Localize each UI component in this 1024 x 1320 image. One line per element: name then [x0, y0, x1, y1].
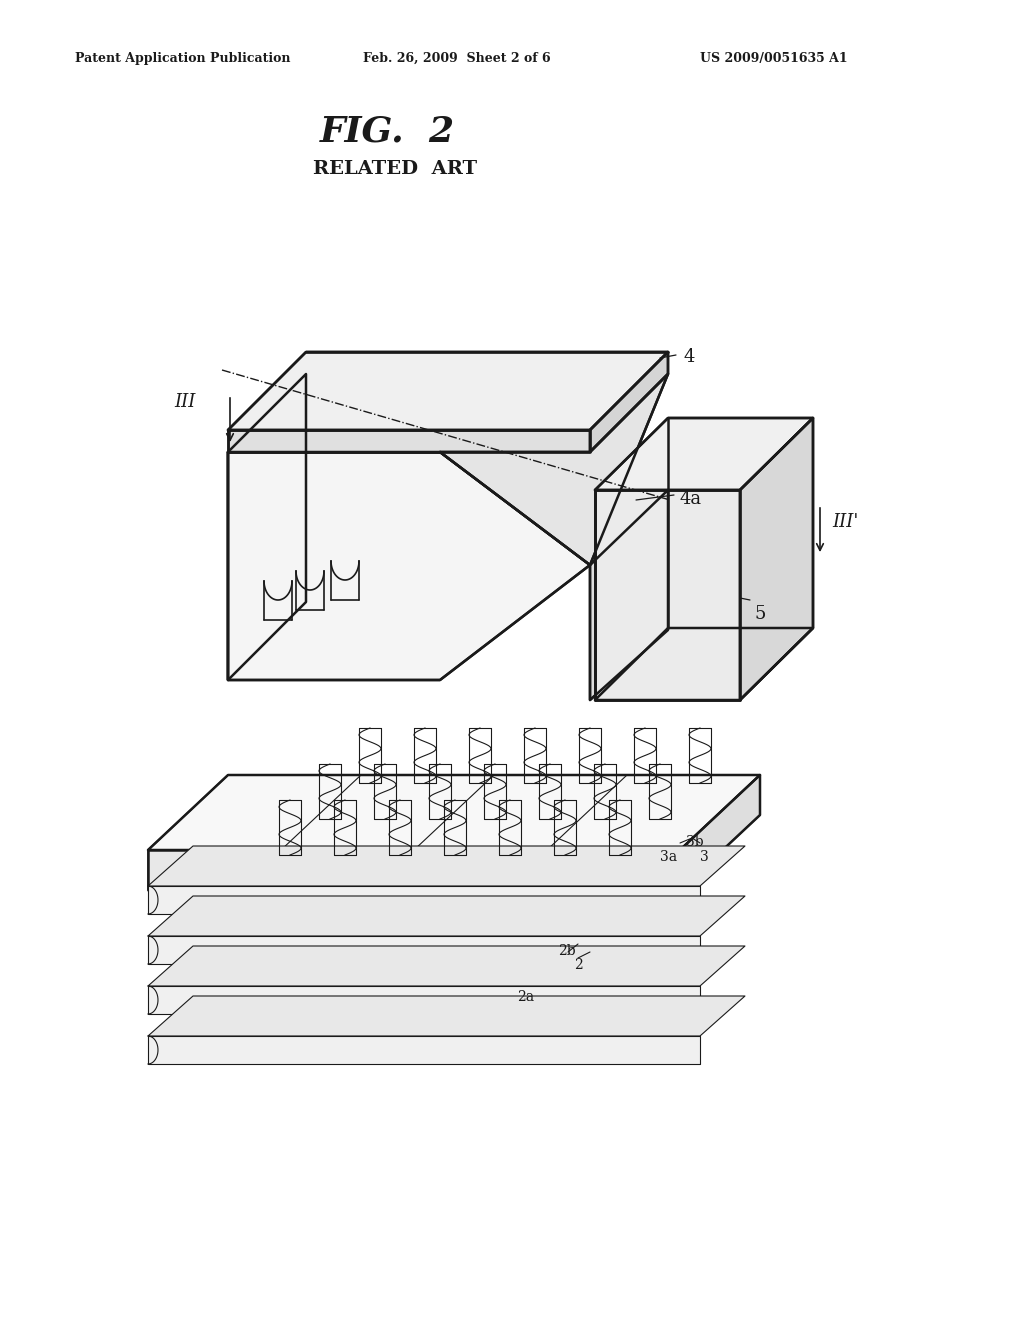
- Text: 2: 2: [574, 958, 583, 972]
- Text: 2a: 2a: [517, 990, 535, 1005]
- Text: FIG.  2: FIG. 2: [319, 115, 455, 149]
- Text: Feb. 26, 2009  Sheet 2 of 6: Feb. 26, 2009 Sheet 2 of 6: [362, 51, 551, 65]
- Polygon shape: [148, 936, 700, 964]
- Polygon shape: [148, 997, 745, 1036]
- Polygon shape: [680, 775, 760, 890]
- Polygon shape: [228, 430, 590, 451]
- Polygon shape: [148, 886, 700, 913]
- Polygon shape: [740, 418, 813, 700]
- Text: 4: 4: [683, 348, 694, 366]
- Polygon shape: [595, 490, 740, 700]
- Text: RELATED  ART: RELATED ART: [313, 160, 477, 178]
- Text: III': III': [831, 513, 858, 531]
- Polygon shape: [148, 775, 760, 850]
- Text: 3: 3: [700, 850, 709, 865]
- Text: III: III: [175, 393, 196, 411]
- Polygon shape: [148, 850, 680, 890]
- Polygon shape: [148, 986, 700, 1014]
- Polygon shape: [228, 374, 306, 680]
- Text: 4a: 4a: [680, 490, 702, 508]
- Polygon shape: [148, 896, 745, 936]
- Text: 5: 5: [755, 605, 766, 623]
- Polygon shape: [440, 374, 668, 565]
- Text: 2b: 2b: [558, 944, 575, 958]
- Polygon shape: [148, 846, 745, 886]
- Polygon shape: [595, 418, 813, 490]
- Polygon shape: [148, 1036, 700, 1064]
- Polygon shape: [148, 946, 745, 986]
- Text: 3b: 3b: [686, 836, 703, 849]
- Polygon shape: [228, 352, 668, 430]
- Polygon shape: [590, 490, 668, 700]
- Text: Patent Application Publication: Patent Application Publication: [75, 51, 291, 65]
- Text: US 2009/0051635 A1: US 2009/0051635 A1: [700, 51, 848, 65]
- Text: 3a: 3a: [660, 850, 677, 865]
- Polygon shape: [590, 352, 668, 451]
- Polygon shape: [228, 451, 590, 680]
